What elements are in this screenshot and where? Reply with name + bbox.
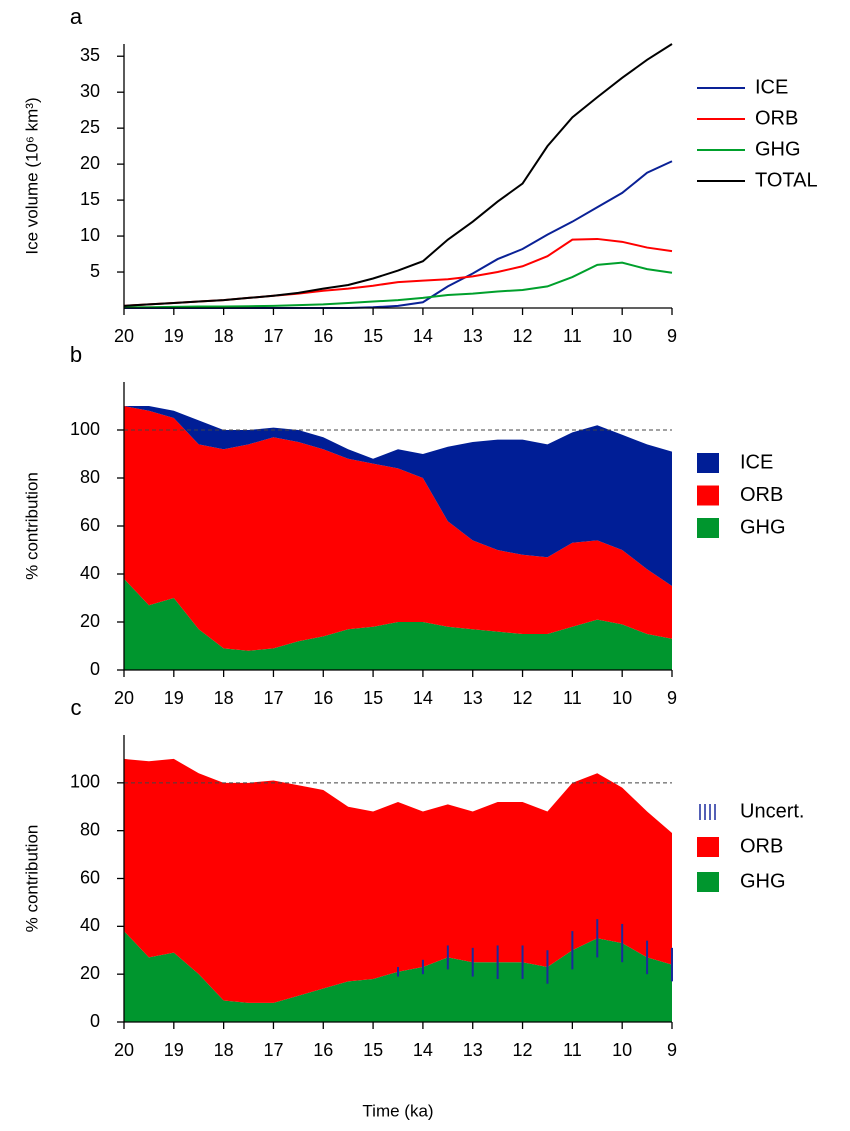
legend-label: GHG xyxy=(740,870,786,892)
y-axis-label: % contribution xyxy=(22,825,41,933)
y-tick-label: 0 xyxy=(90,659,100,679)
x-tick-label: 16 xyxy=(313,688,333,708)
x-tick-label: 15 xyxy=(363,326,383,346)
x-tick-label: 9 xyxy=(667,1040,677,1060)
y-tick-label: 5 xyxy=(90,261,100,281)
area xyxy=(124,406,672,586)
area xyxy=(124,406,672,651)
x-tick-label: 9 xyxy=(667,688,677,708)
legend-swatch xyxy=(697,837,719,857)
x-tick-label: 13 xyxy=(463,326,483,346)
x-tick-label: 18 xyxy=(214,326,234,346)
x-tick-label: 18 xyxy=(214,688,234,708)
y-tick-label: 35 xyxy=(80,45,100,65)
line xyxy=(123,237,673,307)
legend-label: ORB xyxy=(755,107,798,129)
x-tick-label: 12 xyxy=(513,1040,533,1060)
x-tick-label: 15 xyxy=(363,688,383,708)
y-tick-label: 40 xyxy=(80,563,100,583)
x-tick-label: 20 xyxy=(114,326,134,346)
x-tick-label: 9 xyxy=(667,326,677,346)
line xyxy=(124,261,673,309)
x-tick-label: 17 xyxy=(263,1040,283,1060)
x-tick-label: 16 xyxy=(313,326,333,346)
x-tick-label: 17 xyxy=(263,326,283,346)
x-tick-label: 20 xyxy=(114,1040,134,1060)
y-tick-label: 80 xyxy=(80,819,100,839)
x-tick-label: 20 xyxy=(114,688,134,708)
x-tick-label: 14 xyxy=(413,1040,433,1060)
x-tick-label: 10 xyxy=(612,326,632,346)
legend-swatch xyxy=(697,518,719,538)
legend-label: TOTAL xyxy=(755,169,818,191)
y-tick-label: 100 xyxy=(70,419,100,439)
x-tick-label: 10 xyxy=(612,688,632,708)
area xyxy=(124,758,672,1003)
y-tick-label: 30 xyxy=(80,81,100,101)
panel-label: c xyxy=(71,695,82,720)
x-tick-label: 14 xyxy=(413,688,433,708)
y-tick-label: 40 xyxy=(80,915,100,935)
x-tick-label: 12 xyxy=(513,326,533,346)
line xyxy=(124,160,673,309)
legend-swatch xyxy=(697,872,719,892)
legend-label: ORB xyxy=(740,484,783,506)
y-axis-label: % contribution xyxy=(22,472,41,580)
legend-label: GHG xyxy=(740,516,786,538)
x-tick-label: 16 xyxy=(313,1040,333,1060)
x-tick-label: 19 xyxy=(164,688,184,708)
x-tick-label: 17 xyxy=(263,688,283,708)
x-tick-label: 14 xyxy=(413,326,433,346)
legend-label: ICE xyxy=(740,451,773,473)
y-tick-label: 0 xyxy=(90,1011,100,1031)
y-tick-label: 10 xyxy=(80,225,100,245)
x-tick-label: 10 xyxy=(612,1040,632,1060)
x-tick-label: 12 xyxy=(513,688,533,708)
y-tick-label: 20 xyxy=(80,153,100,173)
legend-swatch xyxy=(697,485,719,506)
panel-label: a xyxy=(70,4,83,29)
legend-label: GHG xyxy=(755,138,801,160)
y-tick-label: 60 xyxy=(80,867,100,887)
x-tick-label: 19 xyxy=(164,326,184,346)
y-axis-label: Ice volume (10⁶ km³) xyxy=(22,97,41,254)
x-tick-label: 11 xyxy=(563,1040,582,1060)
legend-label: ICE xyxy=(755,76,788,98)
area xyxy=(124,578,672,670)
x-axis-label: Time (ka) xyxy=(362,1101,433,1120)
y-tick-label: 80 xyxy=(80,467,100,487)
legend-swatch xyxy=(697,453,719,473)
y-tick-label: 15 xyxy=(80,189,100,209)
y-tick-label: 60 xyxy=(80,515,100,535)
y-tick-label: 25 xyxy=(80,117,100,137)
x-tick-label: 15 xyxy=(363,1040,383,1060)
x-tick-label: 11 xyxy=(563,688,582,708)
y-tick-label: 20 xyxy=(80,963,100,983)
line xyxy=(123,43,673,307)
x-tick-label: 13 xyxy=(463,1040,483,1060)
x-tick-label: 11 xyxy=(563,326,582,346)
x-tick-label: 18 xyxy=(214,1040,234,1060)
x-tick-label: 19 xyxy=(164,1040,184,1060)
panel-label: b xyxy=(70,342,82,367)
x-tick-label: 13 xyxy=(463,688,483,708)
y-tick-label: 100 xyxy=(70,772,100,792)
legend-label: Uncert. xyxy=(740,800,804,822)
y-tick-label: 20 xyxy=(80,611,100,631)
legend-label: ORB xyxy=(740,835,783,857)
